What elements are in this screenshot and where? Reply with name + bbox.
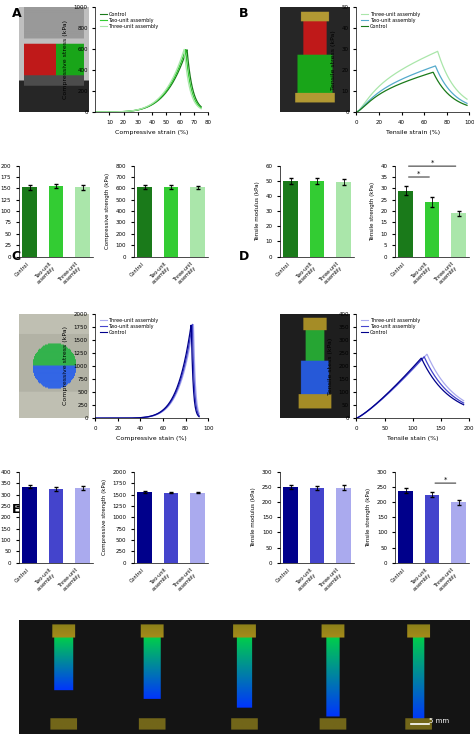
Bar [137, 492, 152, 562]
Bar [164, 493, 178, 562]
Legend: Three-unit assembly, Two-unit assembly, Control: Three-unit assembly, Two-unit assembly, … [359, 10, 422, 30]
Text: *: * [444, 476, 447, 482]
Bar [310, 488, 324, 562]
Text: B: B [239, 7, 249, 20]
Y-axis label: Compressive strength (kPa): Compressive strength (kPa) [105, 173, 110, 249]
X-axis label: Tensile stain (%): Tensile stain (%) [387, 436, 438, 442]
Bar [310, 181, 324, 256]
X-axis label: Tensile strain (%): Tensile strain (%) [386, 130, 440, 135]
Y-axis label: Tensile modulus (kPa): Tensile modulus (kPa) [251, 488, 256, 547]
X-axis label: Compressive stain (%): Compressive stain (%) [117, 436, 187, 442]
Text: 5 mm: 5 mm [428, 719, 449, 725]
Bar [425, 202, 439, 256]
X-axis label: Compressive strain (%): Compressive strain (%) [115, 130, 189, 135]
Bar [22, 487, 37, 562]
Bar [190, 493, 205, 562]
Y-axis label: Compressive strength (kPa): Compressive strength (kPa) [102, 479, 107, 555]
Text: E: E [12, 503, 20, 516]
Bar [399, 190, 413, 256]
Bar [283, 487, 298, 562]
Text: *: * [430, 159, 434, 166]
Y-axis label: Tensile stess (kPa): Tensile stess (kPa) [328, 337, 333, 394]
Y-axis label: Tensile modulus (kPa): Tensile modulus (kPa) [255, 182, 260, 241]
Bar [49, 186, 64, 256]
Bar [451, 213, 466, 256]
Bar [425, 494, 439, 562]
Y-axis label: Compressive stress (kPa): Compressive stress (kPa) [63, 20, 68, 99]
Bar [164, 187, 178, 256]
Legend: Three-unit assembly, Two-unit assembly, Control: Three-unit assembly, Two-unit assembly, … [359, 316, 422, 337]
Y-axis label: Compressive stress (kPa): Compressive stress (kPa) [63, 326, 68, 405]
Bar [337, 488, 351, 562]
Bar [75, 187, 90, 256]
Legend: Three-unit assembly, Two-unit assembly, Control: Three-unit assembly, Two-unit assembly, … [98, 316, 161, 337]
Text: D: D [239, 250, 250, 263]
Bar [399, 491, 413, 562]
Text: C: C [12, 250, 21, 263]
Y-axis label: Tensile strength (kPa): Tensile strength (kPa) [366, 488, 371, 547]
Bar [75, 488, 90, 562]
Text: *: * [417, 170, 420, 176]
Y-axis label: Tensile stress (kPa): Tensile stress (kPa) [331, 30, 336, 90]
Bar [22, 187, 37, 256]
Bar [190, 187, 205, 256]
Legend: Control, Two-unit assembly, Three-unit assembly: Control, Two-unit assembly, Three-unit a… [98, 10, 161, 30]
Bar [451, 502, 466, 562]
Text: A: A [12, 7, 21, 20]
Bar [337, 182, 351, 256]
Bar [49, 489, 64, 562]
Bar [283, 181, 298, 256]
Bar [137, 187, 152, 256]
Y-axis label: Tensile strength (kPa): Tensile strength (kPa) [370, 182, 375, 241]
